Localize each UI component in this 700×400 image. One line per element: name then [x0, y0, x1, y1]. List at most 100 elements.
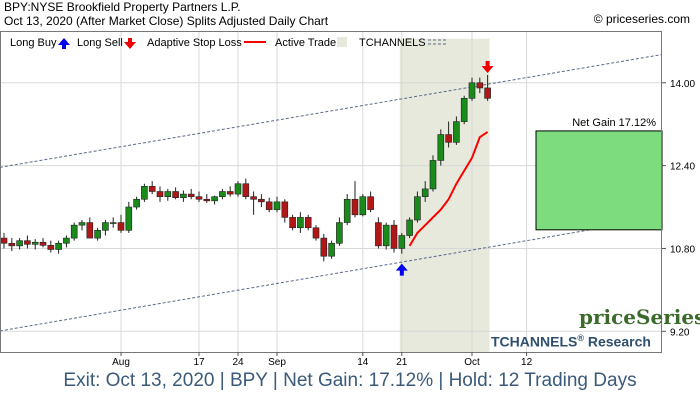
- candle: [195, 191, 203, 202]
- tchannel-lower-line: [0, 216, 663, 332]
- chart-legend: Long Buy Long Sell Adaptive Stop Loss Activ…: [10, 37, 446, 49]
- candle: [86, 217, 94, 239]
- candle-body: [172, 191, 179, 199]
- candle: [125, 201, 133, 233]
- y-tick-label: 12.40: [670, 162, 695, 173]
- candle: [164, 188, 172, 201]
- candle-body: [0, 237, 8, 244]
- candle: [437, 129, 445, 166]
- candle: [226, 186, 234, 197]
- candle: [141, 183, 148, 202]
- candle-body: [312, 227, 320, 239]
- candle: [484, 75, 491, 101]
- candle-body: [180, 193, 187, 199]
- candle-body: [445, 134, 452, 143]
- legend-tchannels-label: TCHANNELS: [359, 37, 426, 49]
- candle-body: [476, 82, 484, 89]
- candle: [289, 214, 296, 231]
- candle-body: [211, 196, 218, 202]
- candle-body: [336, 222, 343, 244]
- legend-stop-loss-label: Adaptive Stop Loss: [147, 37, 242, 49]
- candle: [429, 155, 437, 192]
- candle: [8, 238, 16, 252]
- candle: [39, 238, 47, 248]
- candle: [109, 217, 117, 228]
- candle-body: [187, 193, 195, 197]
- candle-body: [265, 201, 273, 210]
- x-tick-label: 14: [357, 357, 369, 368]
- candle: [63, 235, 70, 248]
- x-tick-label: Aug: [112, 357, 130, 368]
- candle: [398, 232, 406, 254]
- candle: [219, 188, 226, 200]
- y-tick-label: 9.20: [670, 327, 690, 338]
- candle: [297, 212, 304, 233]
- chart-subtitle: Oct 13, 2020 (After Market Close) Splits…: [4, 14, 329, 28]
- candle-body: [453, 121, 460, 143]
- candle-body: [258, 198, 265, 203]
- candle: [445, 121, 452, 148]
- candle: [250, 191, 257, 215]
- candle: [421, 181, 429, 202]
- candle-body: [234, 183, 242, 195]
- candle: [390, 219, 398, 253]
- candle-body: [351, 198, 359, 216]
- candle: [133, 196, 140, 210]
- x-tick-label: 21: [396, 357, 408, 368]
- candle: [156, 186, 164, 202]
- candle-body: [63, 237, 70, 244]
- candle-body: [219, 191, 226, 197]
- candle-body: [437, 134, 445, 161]
- candle-body: [24, 240, 31, 245]
- candle-body: [460, 98, 468, 122]
- candle-body: [297, 217, 304, 229]
- candle: [273, 196, 281, 213]
- candle: [55, 240, 62, 254]
- candle-body: [94, 230, 101, 239]
- y-tick-label: 10.80: [670, 244, 695, 255]
- long-buy-arrow-icon: [395, 263, 408, 276]
- priceseries-logo: priceSeries: [579, 305, 700, 329]
- legend-active-trade-label: Active Trade: [275, 37, 336, 49]
- tchannels-research-label: TCHANNELS® Research: [491, 333, 651, 350]
- candle-body: [281, 201, 289, 218]
- candle: [312, 225, 320, 241]
- candle: [359, 194, 367, 217]
- candle-body: [406, 219, 413, 236]
- y-tick-label: 14.00: [670, 79, 695, 90]
- candle-body: [109, 222, 117, 224]
- candle: [351, 181, 359, 218]
- candle: [180, 190, 187, 202]
- x-tick-label: Oct: [464, 357, 480, 368]
- candle: [460, 95, 468, 125]
- candle: [328, 240, 335, 259]
- candle: [16, 238, 23, 250]
- candle: [453, 116, 460, 145]
- candle-body: [320, 237, 328, 257]
- candle-body: [429, 160, 437, 190]
- chart-title: BPY:NYSE Brookfield Property Partners L.…: [4, 0, 241, 14]
- candle: [234, 181, 242, 197]
- candle: [281, 199, 289, 223]
- candle-body: [375, 222, 382, 247]
- candle-body: [117, 222, 125, 231]
- candle-body: [86, 222, 94, 239]
- candle-body: [102, 222, 109, 231]
- candle: [258, 194, 265, 208]
- candle-body: [289, 217, 296, 229]
- net-gain-box: [535, 130, 663, 231]
- candle: [117, 214, 125, 233]
- candle: [242, 178, 250, 200]
- candle-body: [164, 191, 172, 197]
- candle: [187, 188, 195, 200]
- legend-long-buy-label: Long Buy: [10, 37, 57, 49]
- candle-body: [203, 198, 211, 202]
- candle-body: [39, 241, 47, 246]
- candle: [31, 239, 39, 250]
- candle-body: [156, 191, 164, 197]
- net-gain-label: Net Gain 17.12%: [572, 117, 656, 129]
- candle-body: [226, 191, 234, 195]
- site-credit: © priceseries.com: [593, 12, 690, 26]
- x-tick-label: 17: [193, 357, 205, 368]
